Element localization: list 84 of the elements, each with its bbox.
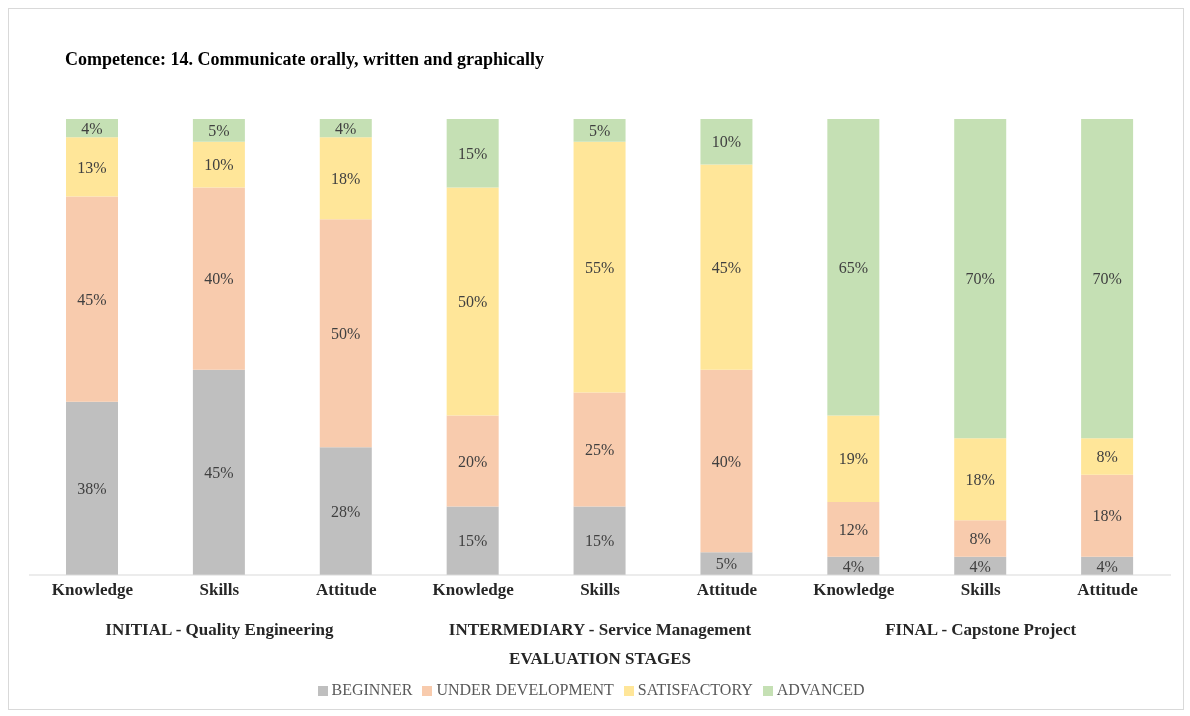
bar [954,119,1007,439]
data-label: 15% [458,532,488,550]
x-axis-title: EVALUATION STAGES [508,649,692,669]
data-label: 13% [77,158,107,176]
data-label: 50% [331,325,361,342]
x-tick-label: Skills [199,580,240,600]
data-label: 10% [204,156,234,174]
bar [446,187,499,416]
x-tick-label: Knowledge [432,580,515,600]
data-label: 15% [584,532,615,550]
data-label: 50% [458,293,488,311]
bar [1081,119,1134,439]
x-tick-label: Knowledge [51,580,134,600]
bar [954,438,1007,521]
bar [700,369,753,553]
data-label: 5% [715,555,738,573]
legend-label: ADVANCED [776,681,865,698]
bar [446,119,499,188]
bar [827,415,880,503]
bar [827,502,880,557]
bar [573,119,626,142]
data-label: 18% [331,169,361,187]
data-label: 55% [584,258,615,276]
bar [66,401,118,575]
data-label: 65% [838,258,868,276]
legend-label: UNDER DEVELOPMENT [436,681,614,698]
x-tick-label: Skills [960,580,1001,600]
data-label: 10% [711,133,742,151]
bar [573,141,626,393]
text: FINAL - Capstone Project [885,620,1077,640]
bar [827,119,880,416]
bar [1081,474,1134,557]
x-tick-label: Attitude [1077,580,1139,600]
data-label: 38% [77,480,107,498]
data-label: 20% [458,452,488,470]
bar [573,392,626,507]
bar [446,415,499,507]
data-label: 18% [965,470,995,488]
data-label: 12% [838,521,868,539]
data-label: 45% [77,290,107,308]
bar [954,520,1007,557]
bar [192,369,245,575]
chart-title: Competence: 14. Communicate orally, written and graphically [65,49,544,70]
text: INITIAL - Quality Engineering [105,620,334,640]
bar [446,506,499,575]
data-label: 45% [204,464,234,482]
bar [66,137,118,197]
data-label: 4% [969,557,991,575]
x-tick-label: Attitude [316,580,377,600]
data-label: 4% [81,119,103,137]
data-label: 25% [584,441,615,459]
data-label: 4% [1096,557,1118,575]
legend-label: SATISFACTORY [637,681,753,698]
bar [66,196,118,402]
bar [319,137,372,220]
bar [319,219,372,448]
bar [192,141,245,188]
bar [1081,438,1134,475]
x-tick-label: Knowledge [813,580,895,600]
bar [192,187,245,370]
data-label: 5% [588,122,611,140]
data-label: 8% [969,530,991,548]
x-tick-label: Skills [580,580,621,600]
x-tick-label: Attitude [696,580,758,600]
data-label: 19% [838,450,868,468]
data-label: 15% [458,144,488,162]
data-label: 28% [331,502,361,520]
bar [192,119,245,142]
bar [319,447,372,575]
data-label: 40% [711,452,742,470]
text: INTERMEDIARY - Service Management [448,620,752,640]
legend-label: BEGINNER [331,681,413,698]
data-label: 4% [335,119,357,137]
data-label: 5% [208,122,230,140]
data-label: 45% [711,258,742,276]
data-label: 40% [204,270,234,288]
data-label: 8% [1096,448,1118,466]
bar [700,119,753,165]
bar [700,164,753,370]
data-label: 18% [1092,507,1122,525]
data-label: 4% [842,557,864,575]
bar [573,506,626,575]
data-label: 70% [1092,270,1122,288]
data-label: 70% [965,270,995,288]
